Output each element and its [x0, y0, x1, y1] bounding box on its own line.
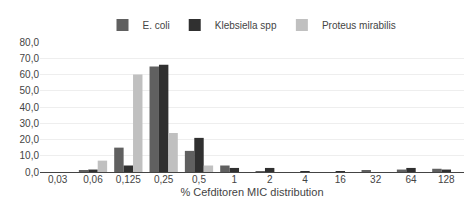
svg-text:128: 128	[438, 174, 455, 185]
svg-text:64: 64	[405, 174, 417, 185]
svg-text:0,06: 0,06	[83, 174, 103, 185]
svg-text:Klebsiella spp: Klebsiella spp	[215, 20, 277, 31]
svg-text:Proteus mirabilis: Proteus mirabilis	[322, 20, 396, 31]
svg-text:30,0: 30,0	[20, 118, 40, 129]
svg-text:40,0: 40,0	[20, 102, 40, 113]
svg-text:60,0: 60,0	[20, 69, 40, 80]
svg-text:80,0: 80,0	[20, 37, 40, 48]
svg-text:32: 32	[370, 174, 382, 185]
svg-text:50,0: 50,0	[20, 85, 40, 96]
svg-text:2: 2	[267, 174, 273, 185]
svg-text:0,125: 0,125	[116, 174, 141, 185]
svg-text:0,03: 0,03	[48, 174, 68, 185]
svg-text:16: 16	[335, 174, 347, 185]
svg-text:4: 4	[302, 174, 308, 185]
svg-text:E. coli: E. coli	[143, 20, 170, 31]
svg-text:0,25: 0,25	[154, 174, 174, 185]
svg-text:0,0: 0,0	[25, 167, 39, 178]
svg-text:1: 1	[232, 174, 238, 185]
svg-text:0,5: 0,5	[192, 174, 206, 185]
svg-text:20,0: 20,0	[20, 134, 40, 145]
svg-text:70,0: 70,0	[20, 53, 40, 64]
svg-text:% Cefditoren MIC distribution: % Cefditoren MIC distribution	[180, 186, 323, 198]
svg-text:10,0: 10,0	[20, 150, 40, 161]
